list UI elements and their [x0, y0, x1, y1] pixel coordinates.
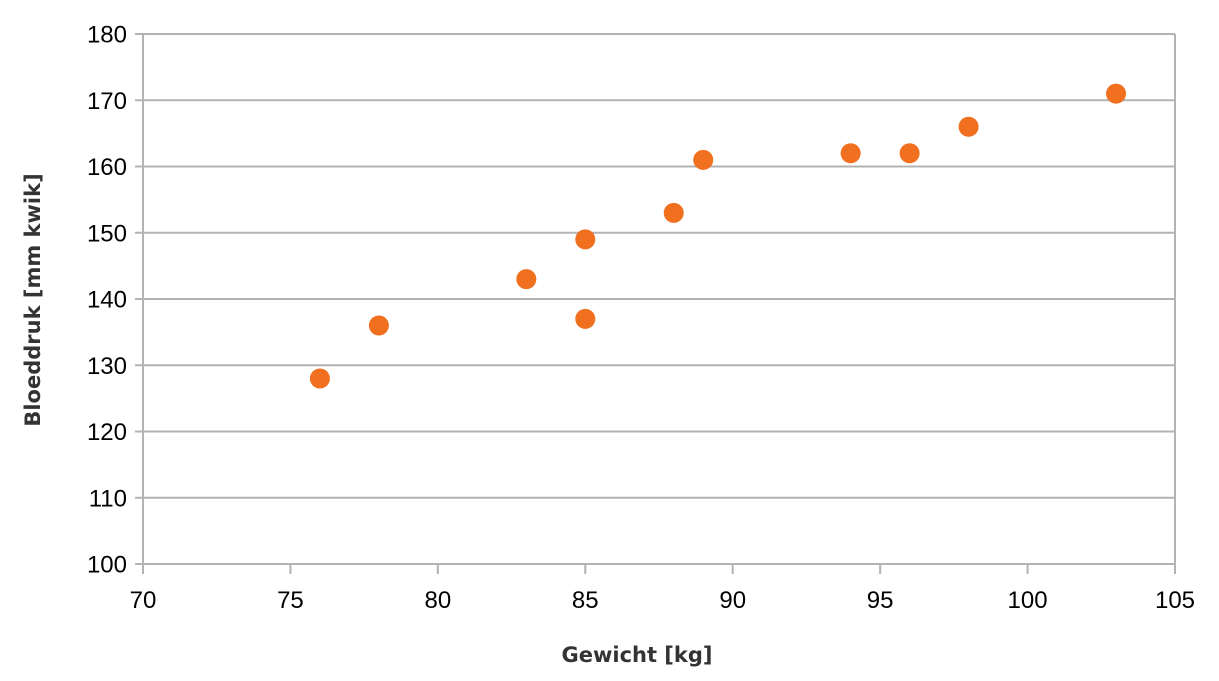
x-tick-label: 75 — [277, 587, 304, 614]
data-points — [309, 83, 1127, 389]
y-tick-label: 130 — [87, 353, 127, 380]
data-point — [368, 315, 389, 336]
y-tick-label: 170 — [87, 88, 127, 115]
data-point — [663, 202, 684, 223]
y-tick-label: 150 — [87, 220, 127, 247]
x-tick-label: 85 — [572, 587, 599, 614]
y-tick-labels: 100 110 120 130 140 150 160 170 180 — [87, 22, 127, 579]
x-tick-label: 95 — [867, 587, 894, 614]
x-axis-title: Gewicht [kg] — [561, 643, 712, 667]
x-tick-label: 105 — [1155, 587, 1195, 614]
y-axis-title: Bloeddruk [mm kwik] — [21, 173, 45, 426]
data-point — [840, 143, 861, 164]
axes — [142, 34, 1176, 574]
y-gridlines — [135, 33, 1175, 565]
data-point — [516, 269, 537, 290]
y-tick-label: 120 — [87, 419, 127, 446]
y-tick-label: 160 — [87, 154, 127, 181]
data-point — [1106, 83, 1127, 104]
data-point — [575, 308, 596, 329]
data-point — [899, 143, 920, 164]
x-tick-label: 90 — [719, 587, 746, 614]
y-tick-label: 110 — [89, 485, 127, 512]
y-tick-label: 180 — [87, 22, 127, 49]
x-tick-label: 100 — [1008, 587, 1048, 614]
data-point — [693, 149, 714, 170]
x-tick-label: 70 — [130, 587, 157, 614]
data-point — [575, 229, 596, 250]
y-tick-label: 100 — [87, 552, 127, 579]
data-point — [309, 368, 330, 389]
x-tick-label: 80 — [425, 587, 452, 614]
x-tick-labels: 70 75 80 85 90 95 100 105 — [130, 587, 1195, 614]
data-point — [958, 116, 979, 137]
y-tick-label: 140 — [87, 287, 127, 314]
